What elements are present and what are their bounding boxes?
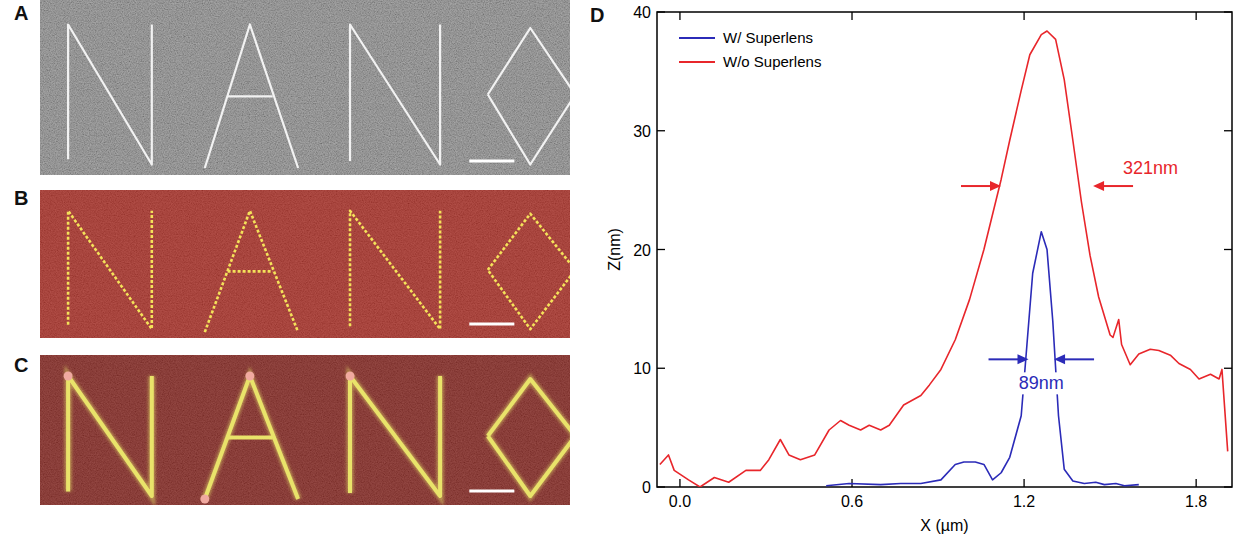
x-tick-label: 1.2 [1013,493,1035,510]
x-tick [1196,479,1197,487]
y-tick [657,368,665,369]
fwhm-arrowhead [990,181,1001,191]
y-tick-label: 0 [642,479,651,496]
letter-stroke [488,214,570,329]
panel-grain [40,190,570,338]
x-tick [1196,12,1197,20]
label-patch [1016,372,1067,394]
legend-label: W/o Superlens [723,53,821,70]
letter-stroke [68,376,152,496]
scale-bar [469,160,514,163]
figure: A B C D 0.0 0.6 1.2 1.8 0 10 20 30 40 X (µm) Z(nm) 89nm… [0,0,1247,541]
x-tick [679,479,680,487]
x-tick [1023,12,1024,20]
letter-stroke [488,28,570,165]
panel-background [40,0,570,175]
y-tick [657,130,665,131]
y-tick-label: 40 [633,4,651,21]
bright-dot [200,495,209,504]
plot-frame [657,12,1232,487]
fwhm-label: 321nm [1123,158,1178,178]
y-tick [1224,486,1232,487]
letter-glow [488,379,570,496]
legend-swatch [679,61,715,63]
y-tick-label: 10 [633,360,651,377]
x-tick [851,12,852,20]
y-tick [1224,11,1232,12]
letter-stroke [205,25,298,169]
letter-stroke [350,25,440,165]
x-tick-label: 1.8 [1185,493,1207,510]
panel-letter: A [14,2,28,24]
y-tick-label: 30 [633,123,651,140]
x-tick [1023,479,1024,487]
fwhm-arrow [961,185,992,187]
data-group [660,31,1228,487]
legend: W/ Superlens W/o Superlens [679,29,821,70]
letter-stroke [205,211,298,332]
fwhm-arrowhead [1018,354,1029,364]
y-tick [1224,368,1232,369]
bright-dot [245,372,254,381]
fwhm-arrow [1063,358,1094,360]
y-tick-label: 20 [633,242,651,259]
series-line [660,31,1228,487]
y-tick [657,249,665,250]
panel-letter: C [14,354,28,376]
image-panel [40,190,570,338]
panel-grain [40,0,570,175]
letter-stroke [350,211,440,329]
legend-label: W/ Superlens [723,29,813,46]
panel-background [40,190,570,338]
fwhm-arrow [1102,185,1133,187]
letter-glow [68,376,152,496]
scale-bar [469,323,514,326]
bright-dot [346,372,355,381]
y-tick [657,486,665,487]
chart: 0.0 0.6 1.2 1.8 0 10 20 30 40 X (µm) Z(nm) 89nm 321n… [606,4,1232,534]
image-panel [40,0,570,175]
letter-stroke [228,95,273,97]
legend-swatch [679,37,715,39]
bright-dot [64,372,73,381]
letter-glow [205,376,298,499]
letter-stroke [68,25,152,165]
y-tick [1224,130,1232,131]
fwhm-arrowhead [1054,354,1065,364]
x-tick [679,12,680,20]
letter-stroke [228,436,273,440]
x-tick-label: 0.0 [669,493,691,510]
y-tick [657,11,665,12]
fwhm-label: 89nm [1019,373,1064,393]
panel-letter: B [14,187,28,209]
letter-glow [350,376,440,496]
fwhm-arrow [989,358,1020,360]
fwhm-arrowhead [1093,181,1104,191]
letter-stroke [68,211,152,329]
letter-stroke [350,376,440,496]
panel-letter: D [590,4,604,26]
letter-stroke [205,376,298,499]
y-tick [1224,249,1232,250]
x-axis-title: X (µm) [920,517,968,534]
series-line [826,232,1139,486]
y-axis-title: Z(nm) [606,228,623,271]
letter-glow [228,434,273,441]
scale-bar [469,490,514,493]
letter-stroke [228,270,273,273]
image-panel [40,355,570,505]
letter-stroke [488,379,570,496]
x-tick-label: 0.6 [841,493,863,510]
